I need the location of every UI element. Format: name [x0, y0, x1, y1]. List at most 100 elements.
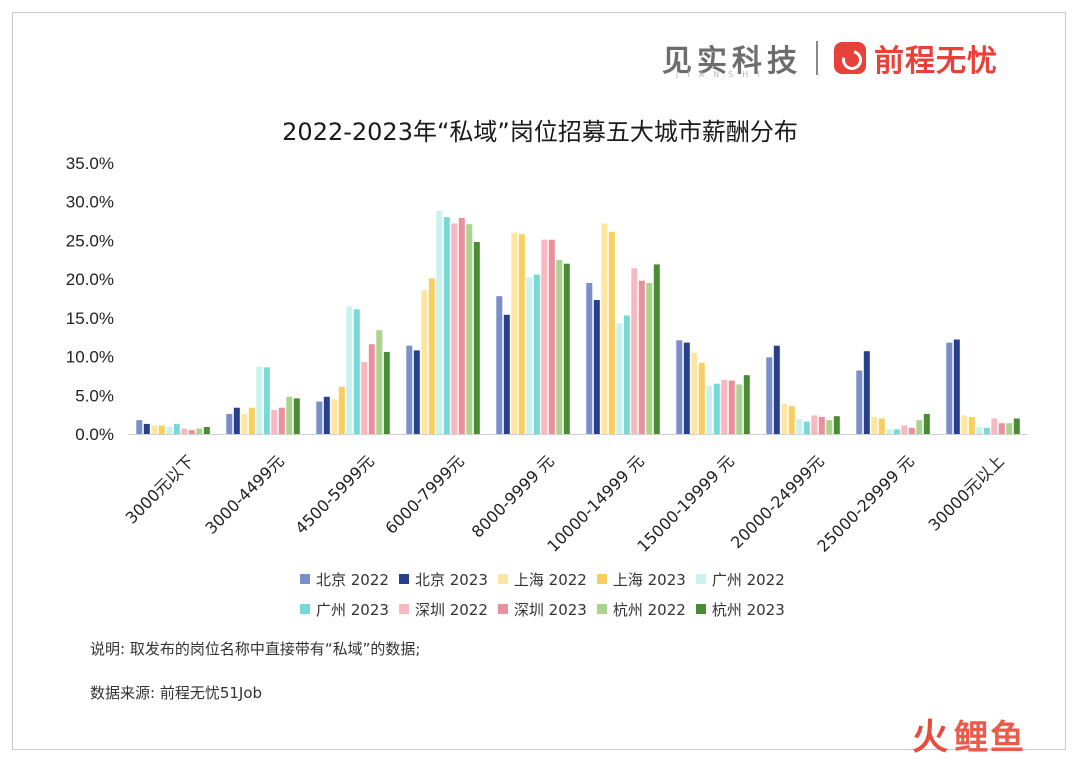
y-tick-label: 35.0% [66, 154, 114, 173]
bar [158, 425, 165, 434]
legend-swatch [596, 604, 607, 614]
bar [886, 429, 893, 434]
bar [953, 339, 960, 434]
y-tick-label: 25.0% [66, 231, 114, 250]
bar [871, 417, 878, 434]
bar [796, 419, 803, 434]
bar [826, 420, 833, 434]
51job-logo-icon [834, 42, 866, 74]
bar [833, 416, 840, 434]
bar [136, 420, 143, 434]
bar [721, 379, 728, 434]
bar [323, 396, 330, 434]
legend-swatch [497, 574, 508, 584]
bar [991, 418, 998, 434]
bar [353, 309, 360, 434]
bar [533, 274, 540, 434]
legend-label: 杭州 2022 [612, 600, 686, 619]
bar [271, 410, 278, 434]
bar [713, 383, 720, 434]
legend-row: 广州 2023 深圳 2022 深圳 2023 杭州 2022 杭州 2023 [300, 594, 800, 624]
bar [496, 296, 503, 434]
x-tick-label: 4500-5999元 [291, 451, 377, 537]
bar [683, 342, 690, 434]
bar [916, 420, 923, 434]
bar [676, 340, 683, 434]
bar [541, 239, 548, 434]
bar [1006, 423, 1013, 434]
legend-swatch [398, 574, 409, 584]
x-tick-label: 10000-14999 元 [543, 451, 647, 555]
legend-item: 上海 2023 [596, 569, 686, 590]
bar [263, 367, 270, 434]
bar [818, 417, 825, 434]
legend-swatch [596, 574, 607, 584]
bar [593, 300, 600, 434]
bar [256, 366, 263, 434]
bar [293, 398, 300, 434]
bar [143, 423, 150, 434]
bar [526, 277, 533, 434]
legend-swatch [398, 604, 409, 614]
legend-swatch [695, 604, 706, 614]
x-tick-label: 3000-4499元 [201, 451, 287, 537]
legend-item: 深圳 2023 [497, 599, 587, 620]
bar [383, 351, 390, 434]
bar [878, 418, 885, 434]
legend-item: 杭州 2022 [596, 599, 686, 620]
x-tick-label: 20000-24999元 [727, 451, 828, 552]
legend-row: 北京 2022 北京 2023 上海 2022 上海 2023 广州 2022 [300, 564, 800, 594]
bar [653, 264, 660, 434]
legend-label: 杭州 2023 [711, 600, 785, 619]
bar [443, 217, 450, 434]
bar [233, 407, 240, 434]
bar [173, 423, 180, 434]
legend-swatch [300, 574, 310, 584]
watermark: 火 鲤鱼 [912, 712, 1062, 758]
brand-divider [816, 41, 818, 75]
legend-item: 广州 2023 [300, 599, 389, 620]
chart-title: 2022-2023年“私域”岗位招募五大城市薪酬分布 [282, 118, 798, 146]
brand-header: 见实科技 JIANSHI 前程无忧 [662, 36, 998, 80]
x-tick-label: 30000元以上 [924, 451, 1007, 534]
legend-swatch [497, 604, 508, 614]
legend-item: 杭州 2023 [695, 599, 785, 620]
bar [331, 399, 338, 434]
y-tick-label: 10.0% [66, 348, 114, 367]
bar [248, 407, 255, 434]
legend-label: 广州 2023 [316, 600, 389, 619]
bar [691, 352, 698, 434]
x-tick-label: 3000元以下 [122, 451, 198, 527]
bar [188, 430, 195, 434]
bar [968, 417, 975, 434]
bar [781, 403, 788, 434]
bar [923, 413, 930, 434]
bar [511, 232, 518, 434]
bar [998, 423, 1005, 434]
bar [893, 429, 900, 434]
jianshi-subtitle: JIANSHI [676, 70, 769, 79]
bar [203, 427, 210, 434]
bar [983, 427, 990, 434]
y-tick-label: 20.0% [66, 270, 114, 289]
bar [961, 415, 968, 434]
bar [811, 415, 818, 434]
bar [376, 330, 383, 434]
x-tick-label: 25000-29999 元 [813, 451, 917, 555]
bar [466, 224, 473, 434]
bar [616, 323, 623, 434]
legend-item: 北京 2022 [300, 569, 389, 590]
bar [151, 425, 158, 434]
bar [346, 306, 353, 434]
bar [181, 428, 188, 434]
y-tick-label: 5.0% [75, 386, 114, 405]
bar [563, 263, 570, 434]
bar [451, 223, 458, 434]
bar [368, 344, 375, 434]
note-source: 数据来源: 前程无忧51Job [90, 684, 263, 702]
chart-frame [12, 12, 1066, 750]
bar [788, 406, 795, 434]
bar [901, 425, 908, 434]
watermark-text: 鲤鱼 [954, 717, 1027, 758]
